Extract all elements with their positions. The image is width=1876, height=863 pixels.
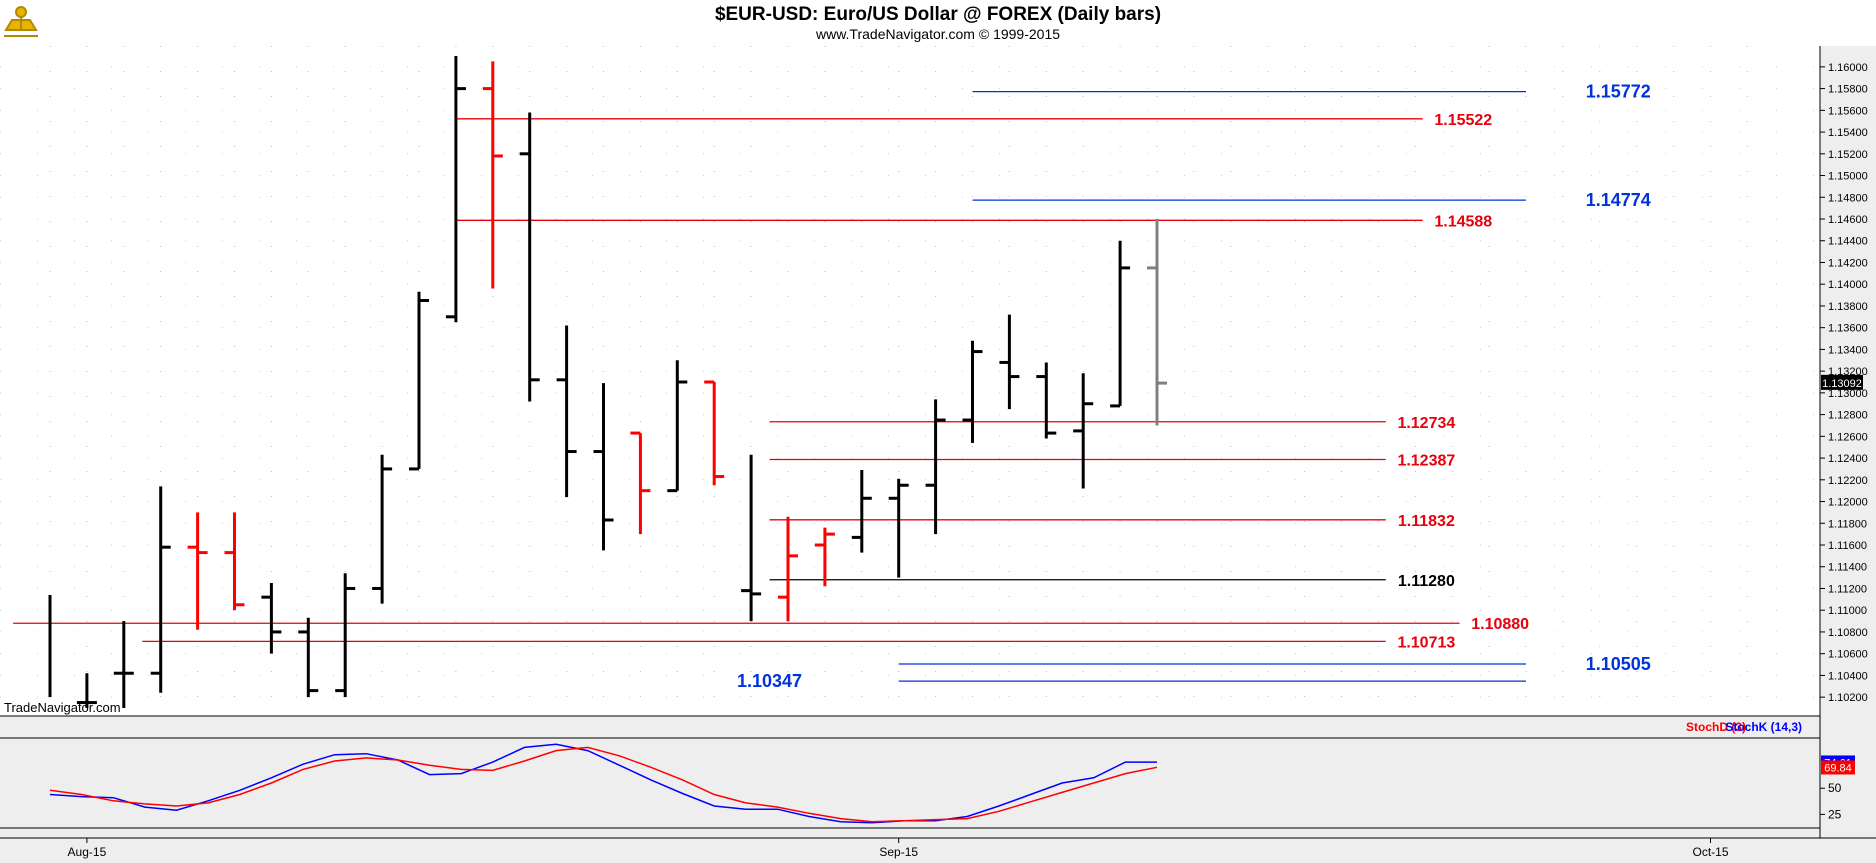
price-tick-label: 1.13800 — [1828, 301, 1868, 313]
level-label: 1.10713 — [1397, 634, 1455, 651]
price-tick-label: 1.10200 — [1828, 692, 1868, 704]
sextant-logo-icon — [4, 6, 38, 37]
price-tick-label: 1.12600 — [1828, 431, 1868, 443]
level-label: 1.10347 — [737, 671, 802, 691]
price-tick-label: 1.12200 — [1828, 475, 1868, 487]
horizontal-levels — [13, 90, 1526, 682]
price-tick-label: 1.16000 — [1828, 62, 1868, 74]
price-tick-label: 1.14400 — [1828, 236, 1868, 248]
stochastic-lines — [49, 743, 1158, 824]
price-tick-label: 1.11200 — [1828, 583, 1867, 595]
ohlc-bars — [48, 56, 1167, 708]
date-label: Aug-15 — [68, 845, 107, 859]
level-label: 1.10505 — [1586, 654, 1651, 674]
stoch-last-values: 74.61 69.84 — [1821, 755, 1855, 775]
stoch-tick-label: 25 — [1828, 807, 1842, 821]
price-tick-label: 1.14600 — [1828, 214, 1868, 226]
price-tick-label: 1.15000 — [1828, 171, 1868, 183]
price-tick-label: 1.13000 — [1828, 388, 1868, 400]
price-tick-label: 1.15200 — [1828, 149, 1868, 161]
price-tick-label: 1.15600 — [1828, 105, 1868, 117]
date-axis-labels: Aug-15 Sep-15 Oct-15 — [68, 838, 1729, 859]
price-tick-label: 1.10600 — [1828, 649, 1868, 661]
level-label: 1.11832 — [1398, 513, 1455, 530]
price-tick-label: 1.12800 — [1828, 410, 1868, 422]
level-label: 1.11280 — [1398, 573, 1455, 590]
price-tick-label: 1.10400 — [1828, 670, 1868, 682]
price-axis-ticks: 1.10200 1.10400 1.10600 1.10800 1.11000 1.112… — [1820, 62, 1868, 704]
level-label: 1.12387 — [1397, 452, 1455, 469]
date-label: Sep-15 — [879, 845, 918, 859]
price-tick-label: 1.11400 — [1828, 562, 1867, 574]
stochastic-panel — [0, 716, 1820, 838]
logo — [4, 6, 38, 37]
stochastic-legend: StochD (3) StochK (14,3) — [1686, 720, 1802, 734]
chart-subtitle: www.TradeNavigator.com © 1999-2015 — [815, 26, 1060, 42]
level-label: 1.15772 — [1586, 82, 1651, 102]
stochk-line — [49, 743, 1157, 824]
price-tick-label: 1.13600 — [1828, 323, 1868, 335]
price-tick-label: 1.13400 — [1828, 344, 1868, 356]
stochd-last-value: 69.84 — [1824, 762, 1852, 774]
price-tick-label: 1.11800 — [1828, 518, 1867, 530]
date-label: Oct-15 — [1692, 845, 1728, 859]
level-label: 1.12734 — [1397, 415, 1455, 432]
level-label: 1.14588 — [1434, 213, 1492, 230]
price-tick-label: 1.12000 — [1828, 497, 1868, 509]
level-labels: 1.15772 1.15522 1.14774 1.14588 1.12734 1.123… — [737, 82, 1651, 692]
stochd-line — [49, 746, 1158, 823]
price-tick-label: 1.15400 — [1828, 127, 1868, 139]
legend-stochk: StochK (14,3) — [1725, 720, 1802, 734]
price-tick-label: 1.10800 — [1828, 627, 1868, 639]
stoch-axis — [1820, 716, 1876, 838]
last-price-marker: 1.13092 — [1821, 374, 1863, 390]
level-label: 1.14774 — [1586, 190, 1651, 210]
price-tick-label: 1.12400 — [1828, 453, 1868, 465]
price-tick-label: 1.11000 — [1828, 605, 1867, 617]
chart-title: $EUR-USD: Euro/US Dollar @ FOREX (Daily … — [715, 4, 1161, 25]
price-panel — [0, 46, 1820, 716]
level-label: 1.15522 — [1434, 112, 1492, 129]
price-tick-label: 1.14800 — [1828, 192, 1868, 204]
legend-stochd: StochD (3) — [1686, 720, 1746, 734]
price-tick-label: 1.14000 — [1828, 279, 1868, 291]
last-price-label: 1.13092 — [1822, 378, 1862, 390]
date-axis — [0, 838, 1876, 863]
price-tick-label: 1.11600 — [1828, 540, 1867, 552]
stoch-tick-label: 50 — [1828, 781, 1842, 795]
stochastic-axis-ticks: 25 50 — [1820, 781, 1842, 821]
watermark: TradeNavigator.com — [4, 700, 121, 715]
level-label: 1.10880 — [1471, 616, 1529, 633]
price-tick-label: 1.14200 — [1828, 257, 1868, 269]
price-tick-label: 1.15800 — [1828, 84, 1868, 96]
